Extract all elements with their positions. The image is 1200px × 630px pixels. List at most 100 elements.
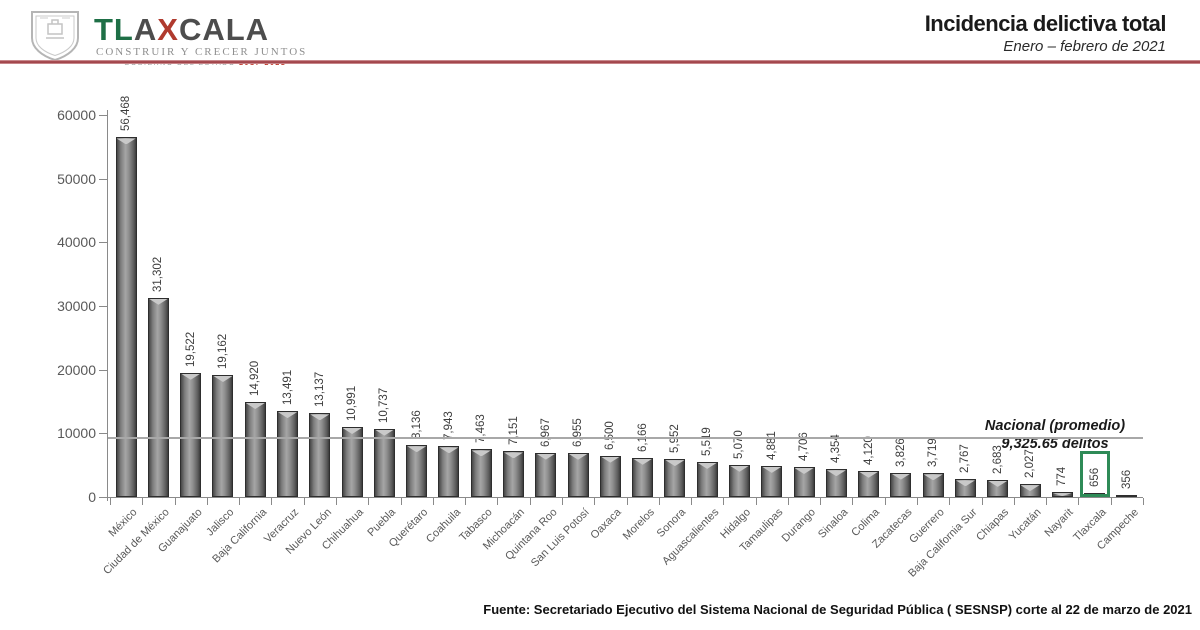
bar [696,461,718,497]
header-divider-line [0,60,1200,64]
bar [1019,484,1041,497]
x-axis-tick [691,498,693,505]
bar-value-label: 19,162 [216,333,229,369]
x-axis-tick [1110,498,1112,505]
bar-value-label: 6,500 [604,420,617,450]
bar-top-highlight [213,376,233,382]
x-axis-tick [755,498,757,505]
x-axis-tick [949,498,951,505]
bar [728,464,750,497]
bar-value-label: 5,952 [668,424,681,454]
x-axis-category-label: Chiapas [974,506,1012,544]
bar-value-label: 7,151 [507,416,520,446]
y-axis-tick-label: 20000 [57,361,96,378]
bar-top-highlight [826,470,846,477]
x-axis-category-label: Coahuila [423,506,463,546]
national-average-annotation: Nacional (promedio) 9,325.65 delitos [930,417,1180,453]
bar [987,479,1009,497]
bar [890,472,912,497]
x-axis-category-label: Durango [779,506,818,545]
y-axis-tick [99,497,107,498]
bar [922,473,944,497]
x-axis-tick [142,498,144,505]
bar-top-highlight [633,458,653,465]
bar-top-highlight [148,298,168,305]
y-axis-tick [99,306,107,307]
wordmark-segment: TL [94,12,134,47]
bar-top-highlight [439,447,459,454]
y-axis-tick-label: 0 [88,489,96,505]
x-axis-tick [917,498,919,505]
x-axis-tick [400,498,402,505]
x-axis-tick [1046,498,1048,505]
y-axis-tick-label: 40000 [57,234,96,251]
bar-top-highlight [568,453,588,460]
x-axis-tick [432,498,434,505]
bar-top-highlight [665,460,685,467]
y-axis-tick [99,115,107,116]
x-axis-tick [271,498,273,505]
bar-value-label: 2,683 [991,445,1004,474]
bar [1116,494,1138,497]
source-note: Fuente: Secretariado Ejecutivo del Siste… [483,602,1192,617]
bar-top-highlight [600,456,620,463]
bar [341,427,363,497]
bar-value-label: 13,491 [281,369,294,406]
bar [244,402,266,497]
x-axis-tick [1143,498,1144,505]
wordmark-segment: X [157,12,179,47]
bar-value-label: 8,136 [410,410,423,440]
bar [503,451,525,497]
x-axis-tick [626,498,628,505]
bar [954,479,976,497]
x-axis-category-label: Morelos [620,506,657,543]
x-axis-tick [465,498,467,505]
bar [825,469,847,497]
x-axis-tick [787,498,789,505]
page-title: Incidencia delictiva total [924,11,1167,36]
bar-value-label: 56,468 [120,96,133,132]
wordmark-segment: CALA [178,12,270,47]
bar-top-highlight [374,429,394,436]
bar [212,375,234,497]
x-axis-tick [594,498,596,505]
x-axis-tick [529,498,531,505]
x-axis-tick [561,498,563,505]
bar [373,428,395,497]
bar [309,413,331,497]
x-axis-tick [239,498,241,505]
bar-value-label: 10,737 [378,387,391,423]
tlaxcala-crest-icon [31,11,79,62]
bar [567,452,589,497]
bar-value-label: 3,719 [927,438,940,468]
bar-value-label: 13,137 [313,372,326,408]
bar-top-highlight [310,414,330,421]
bar-value-label: 14,920 [249,360,262,396]
bar-top-highlight [794,468,814,475]
bar-top-highlight [729,465,749,472]
bar [761,465,783,497]
logo-tagline: CONSTRUIR Y CRECER JUNTOS [96,46,308,58]
bar [115,137,137,497]
x-axis-tick [981,498,983,505]
bar [664,459,686,497]
x-axis-category-label: San Luis Potosí [528,506,592,570]
wordmark-segment: A [133,12,158,47]
x-axis-tick [303,498,305,505]
annotation-line1: Nacional (promedio) [984,418,1126,434]
bar [147,297,169,497]
page-subtitle: Enero – febrero de 2021 [1003,38,1166,56]
bar [277,411,299,497]
bar-top-highlight [504,452,524,459]
bar-value-label: 6,955 [572,417,585,447]
bar-top-highlight [762,466,782,473]
x-axis-category-label: Yucatán [1007,506,1044,543]
bar-top-highlight [471,450,491,457]
y-axis-line [107,110,108,501]
annotation-line2: 9,325.65 delitos [1001,436,1109,453]
y-axis-tick-label: 50000 [57,170,96,187]
x-axis-category-label: Sinaloa [815,506,851,541]
bar-top-highlight [1020,485,1040,492]
bar [180,372,202,497]
y-axis-tick [99,433,107,435]
